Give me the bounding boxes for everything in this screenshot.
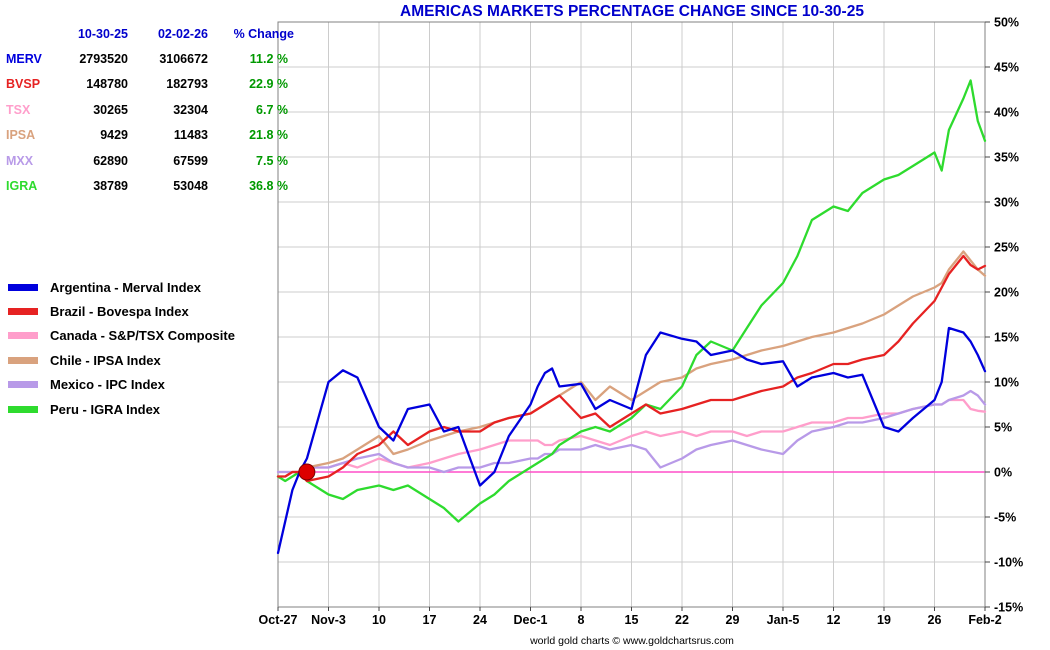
y-tick-label: 0%: [994, 466, 1012, 480]
stats-change-value: 6.7 %: [256, 102, 288, 117]
stats-start-value: 148780: [86, 77, 128, 92]
x-tick-label: 8: [578, 613, 585, 627]
series-line-merv: [276, 326, 987, 555]
y-tick-label: -5%: [994, 511, 1016, 525]
x-tick-label: 12: [827, 613, 841, 627]
legend-label: Brazil - Bovespa Index: [50, 304, 189, 320]
legend-item-brazil: Brazil - Bovespa Index: [8, 299, 235, 323]
x-tick-label: Nov-3: [311, 613, 346, 627]
copyright-footer: world gold charts © www.goldchartsrus.co…: [530, 635, 734, 647]
stats-end-value: 67599: [173, 153, 208, 168]
stats-change-value: 21.8 %: [249, 128, 288, 143]
chart-title: AMERICAS MARKETS PERCENTAGE CHANGE SINCE…: [400, 3, 864, 20]
x-tick-label: Oct-27: [259, 613, 298, 627]
x-tick-label: 15: [625, 613, 639, 627]
x-tick-label: 10: [372, 613, 386, 627]
y-tick-label: 5%: [994, 421, 1012, 435]
y-tick-label: 40%: [994, 106, 1019, 120]
stats-end-value: 3106672: [159, 52, 208, 67]
stats-start-value: 30265: [93, 102, 128, 117]
x-tick-label: Dec-1: [513, 613, 547, 627]
stats-header-2: % Change: [233, 26, 294, 41]
stats-symbol-ipsa: IPSA: [6, 128, 36, 143]
stats-start-value: 38789: [93, 179, 128, 194]
legend-label: Canada - S&P/TSX Composite: [50, 328, 235, 344]
x-tick-label: 24: [473, 613, 487, 627]
stats-end-value: 182793: [166, 77, 208, 92]
stats-start-value: 62890: [93, 153, 128, 168]
legend-color-swatch: [8, 308, 38, 316]
stats-symbol-merv: MERV: [6, 52, 42, 67]
stats-change-value: 36.8 %: [249, 179, 288, 194]
y-tick-label: 35%: [994, 151, 1019, 165]
series-line-mxx: [276, 389, 987, 474]
series-line-ipsa: [276, 250, 987, 478]
y-tick-label: 50%: [994, 16, 1019, 30]
stats-symbol-tsx: TSX: [6, 102, 31, 117]
legend-item-mexico: Mexico - IPC Index: [8, 373, 235, 397]
legend-color-swatch: [8, 381, 38, 389]
y-tick-label: 30%: [994, 196, 1019, 210]
legend-label: Argentina - Merval Index: [50, 279, 201, 295]
legend-color-swatch: [8, 356, 38, 364]
y-tick-label: -10%: [994, 556, 1023, 570]
legend-color-swatch: [8, 332, 38, 340]
legend-item-peru: Peru - IGRA Index: [8, 397, 235, 421]
legend-item-chile: Chile - IPSA Index: [8, 348, 235, 372]
legend-color-swatch: [8, 405, 38, 413]
stats-change-value: 22.9 %: [249, 77, 288, 92]
x-tick-label: 26: [928, 613, 942, 627]
legend-color-swatch: [8, 283, 38, 291]
stats-table: 10-30-25 02-02-26 % Change MERV 2793520 31066…: [6, 21, 294, 199]
stats-symbol-mxx: MXX: [6, 153, 34, 168]
start-date-marker: [298, 463, 316, 481]
y-tick-label: 45%: [994, 61, 1019, 75]
y-tick-label: 25%: [994, 241, 1019, 255]
stats-end-value: 53048: [173, 179, 208, 194]
stats-header-0: 10-30-25: [77, 26, 128, 41]
legend: Argentina - Merval Index Brazil - Bovespa…: [8, 275, 235, 421]
x-tick-label: 19: [877, 613, 891, 627]
stats-change-value: 7.5 %: [256, 153, 288, 168]
stats-change-value: 11.2 %: [249, 52, 288, 67]
x-tick-label: Feb-2: [968, 613, 1001, 627]
stats-end-value: 32304: [173, 102, 208, 117]
y-tick-label: 15%: [994, 331, 1019, 345]
y-tick-label: -15%: [994, 601, 1023, 615]
series-line-bvsp: [276, 254, 987, 483]
legend-item-canada: Canada - S&P/TSX Composite: [8, 324, 235, 348]
stats-corner: [6, 21, 54, 46]
legend-label: Mexico - IPC Index: [50, 377, 165, 393]
x-tick-label: 17: [423, 613, 437, 627]
y-tick-label: 10%: [994, 376, 1019, 390]
stats-header-1: 02-02-26: [157, 26, 208, 41]
x-tick-label: 22: [675, 613, 689, 627]
legend-label: Chile - IPSA Index: [50, 352, 161, 368]
stats-start-value: 2793520: [79, 52, 128, 67]
series-line-igra: [276, 79, 987, 523]
stats-start-value: 9429: [100, 128, 128, 143]
y-tick-label: 20%: [994, 286, 1019, 300]
stats-end-value: 11483: [173, 128, 208, 143]
legend-label: Peru - IGRA Index: [50, 401, 161, 417]
x-tick-label: 29: [726, 613, 740, 627]
legend-item-argentina: Argentina - Merval Index: [8, 275, 235, 299]
stats-symbol-igra: IGRA: [6, 179, 38, 194]
x-tick-label: Jan-5: [767, 613, 800, 627]
stats-symbol-bvsp: BVSP: [6, 77, 41, 92]
